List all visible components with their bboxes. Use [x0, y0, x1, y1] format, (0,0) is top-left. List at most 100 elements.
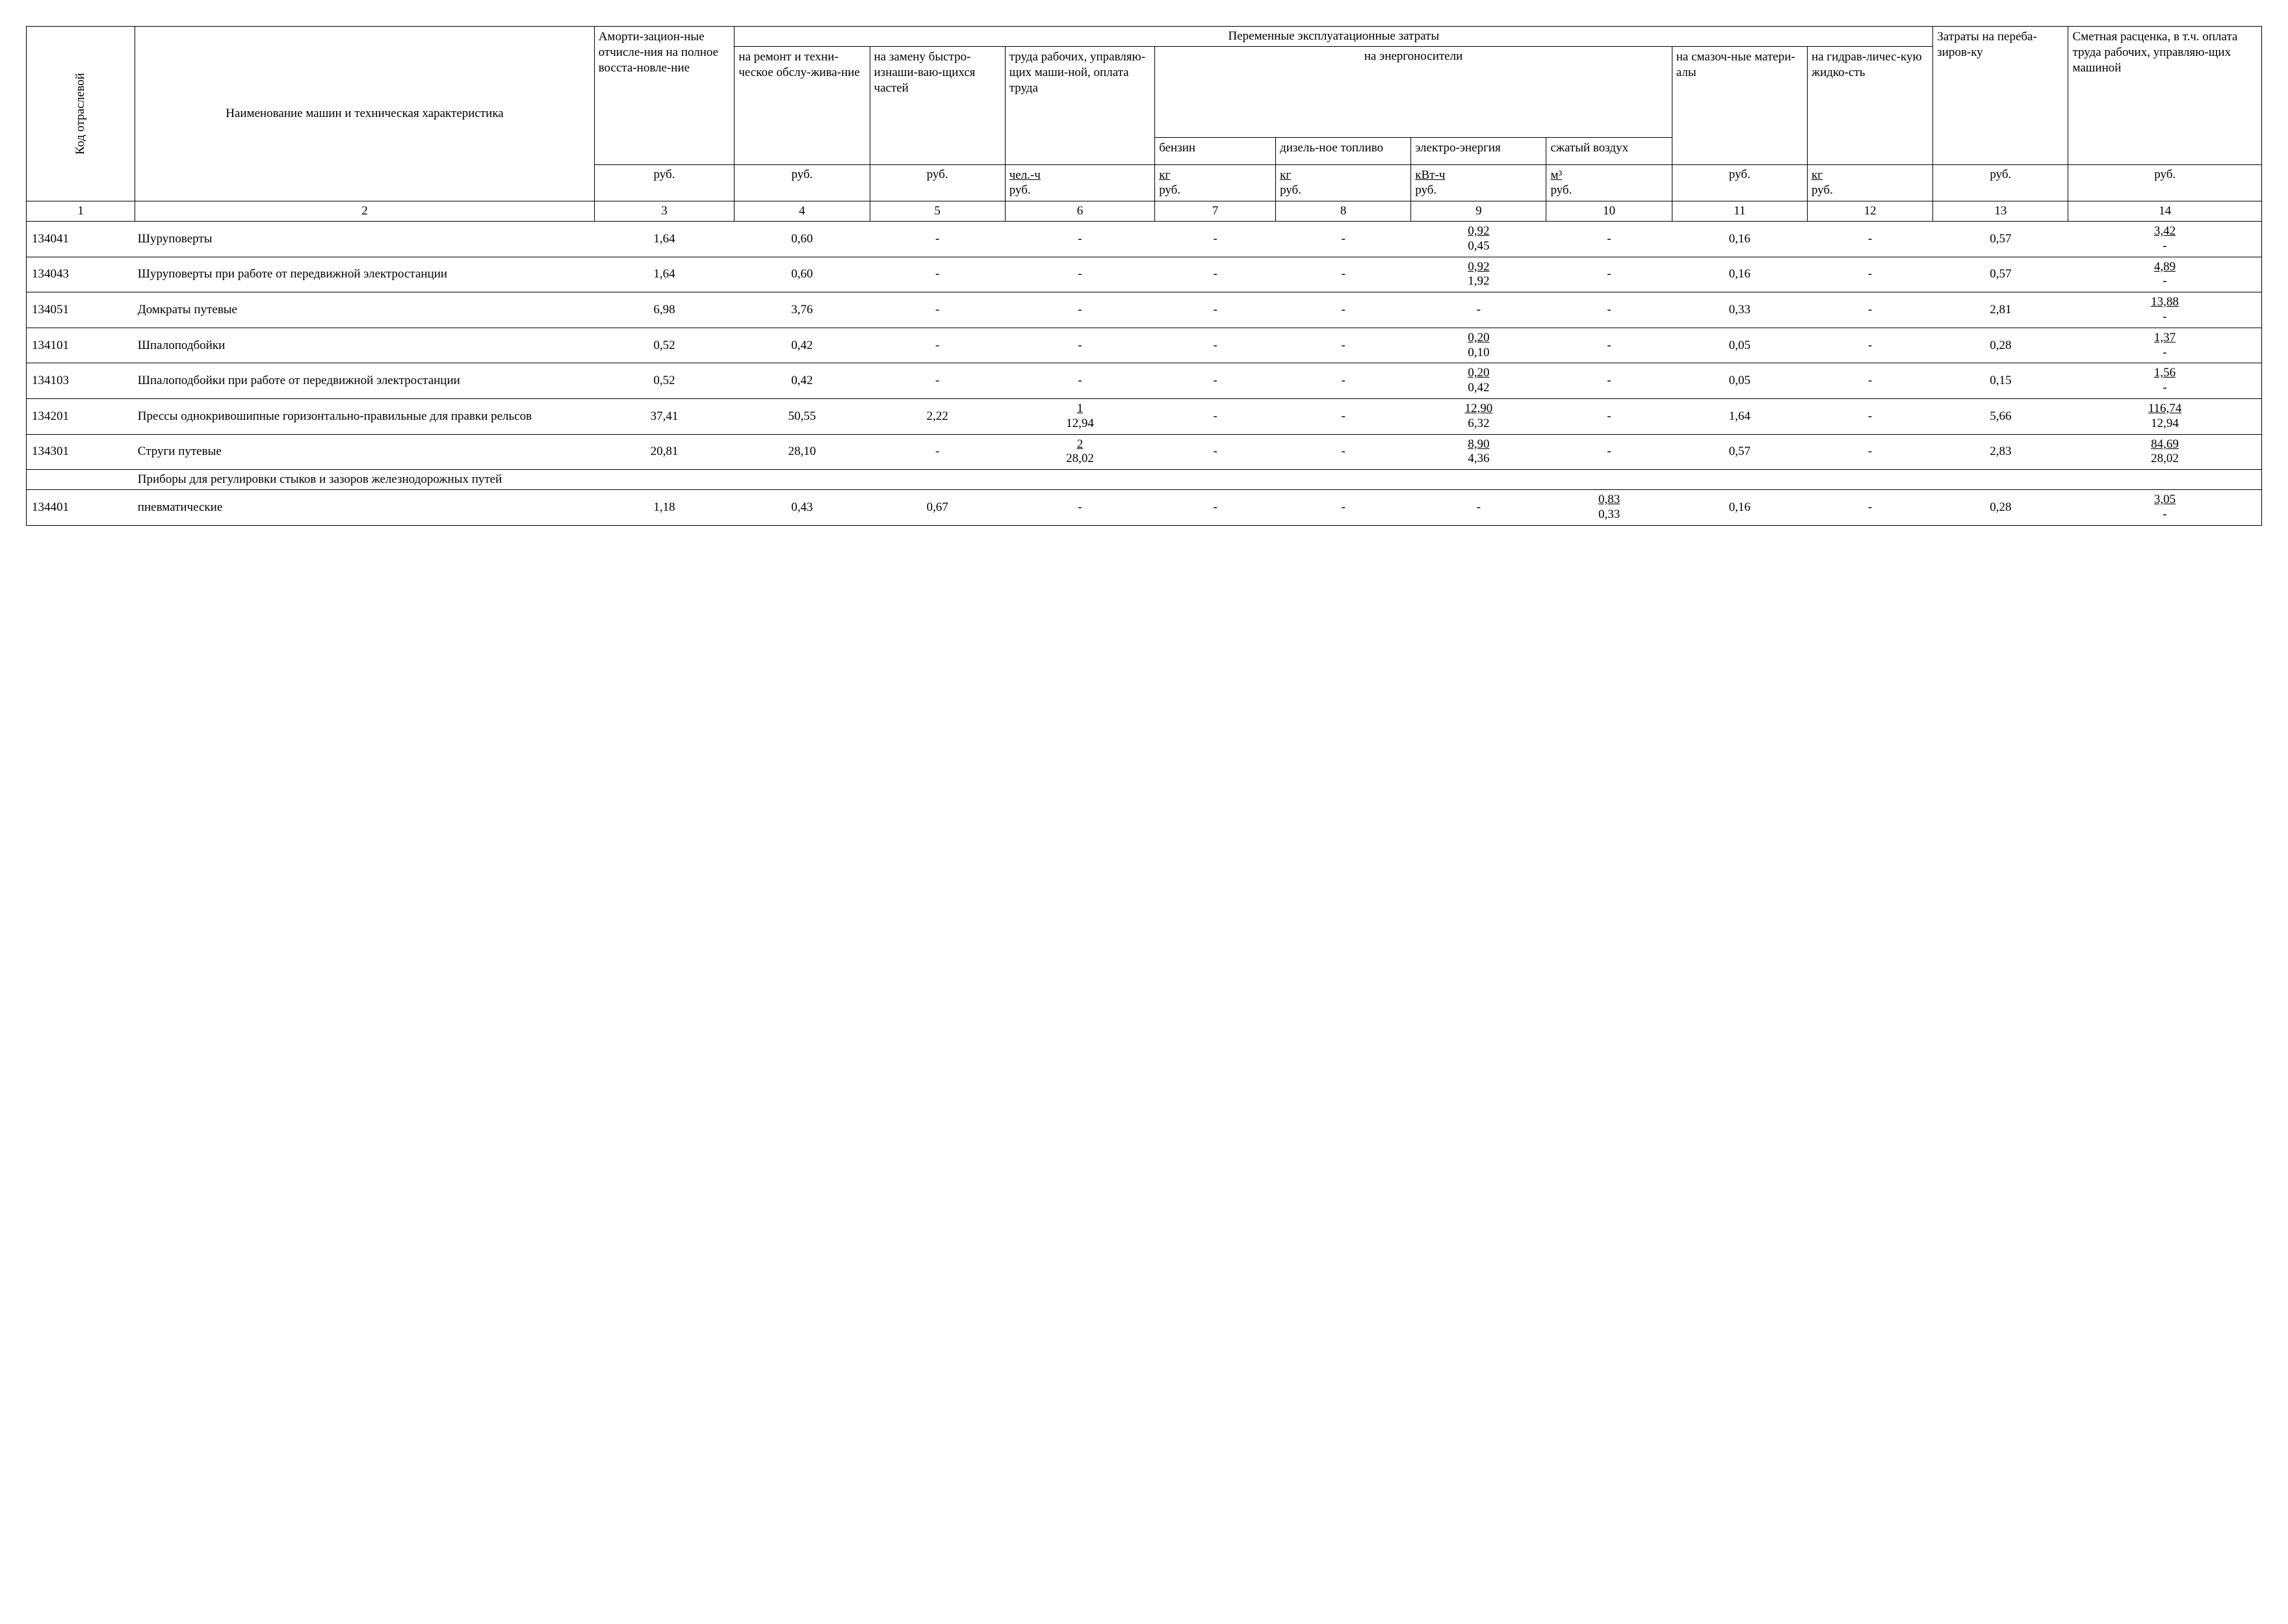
- cell: 0,57: [1933, 257, 2068, 292]
- row-code: 134201: [27, 398, 135, 434]
- cell: 50,55: [734, 398, 870, 434]
- cell: -: [1546, 398, 1672, 434]
- table-row: 134201Прессы однокривошипные горизонталь…: [27, 398, 2262, 434]
- cell: 0,67: [870, 490, 1005, 526]
- hdr-col1: Код отраслевой: [27, 27, 135, 201]
- table-row: 134051Домкраты путевые6,983,76------0,33…: [27, 292, 2262, 328]
- cell: -: [1276, 292, 1411, 328]
- colnum: 10: [1546, 201, 1672, 222]
- hdr-unit-3: руб.: [594, 164, 734, 201]
- row-name: Шуруповерты: [135, 222, 594, 257]
- cell: 5,66: [1933, 398, 2068, 434]
- hdr-unit-6-bot: руб.: [1009, 183, 1031, 197]
- colnum: 13: [1933, 201, 2068, 222]
- column-numbers-row: 1 2 3 4 5 6 7 8 9 10 11 12 13 14: [27, 201, 2262, 222]
- row-name: Шпалоподбойки: [135, 328, 594, 363]
- cell: -: [1807, 434, 1932, 470]
- row-name: Струги путевые: [135, 434, 594, 470]
- cell: -: [1807, 292, 1932, 328]
- hdr-col4: на ремонт и техни-ческое обслу-жива-ние: [734, 47, 870, 165]
- hdr-col13: Затраты на переба-зиров-ку: [1933, 27, 2068, 165]
- hdr-col10: сжатый воздух: [1546, 138, 1672, 164]
- row-code: 134043: [27, 257, 135, 292]
- table-row: 134103Шпалоподбойки при работе от передв…: [27, 363, 2262, 399]
- cell: -: [870, 257, 1005, 292]
- cell: -: [870, 292, 1005, 328]
- cell: 1,37-: [2068, 328, 2262, 363]
- section-row: Приборы для регулировки стыков и зазоров…: [27, 470, 2262, 490]
- cell: 0,28: [1933, 490, 2068, 526]
- cell: -: [1276, 328, 1411, 363]
- hdr-col6: труда рабочих, управляю-щих маши-ной, оп…: [1005, 47, 1154, 165]
- cell: -: [1807, 363, 1932, 399]
- cell: 112,94: [1005, 398, 1154, 434]
- cell: 3,05-: [2068, 490, 2262, 526]
- cell: -: [1276, 398, 1411, 434]
- cell: -: [1546, 434, 1672, 470]
- hdr-group-variable: Переменные эксплуатационные затраты: [734, 27, 1933, 47]
- cell: -: [1155, 363, 1276, 399]
- cell: [27, 470, 135, 490]
- colnum: 14: [2068, 201, 2262, 222]
- cell: -: [1005, 292, 1154, 328]
- hdr-col3: Аморти-зацион-ные отчисле-ния на полное …: [594, 27, 734, 165]
- cell: -: [1276, 222, 1411, 257]
- colnum: 12: [1807, 201, 1932, 222]
- cell: 0,42: [734, 328, 870, 363]
- hdr-unit-10: м³ руб.: [1546, 164, 1672, 201]
- cost-table: Код отраслевой Наименование машин и техн…: [26, 26, 2262, 526]
- cell: -: [1546, 328, 1672, 363]
- cell: 0,57: [1672, 434, 1807, 470]
- cell: -: [1546, 222, 1672, 257]
- hdr-unit-13: руб.: [1933, 164, 2068, 201]
- cell: 0,16: [1672, 257, 1807, 292]
- cell: -: [1005, 490, 1154, 526]
- row-name: пневматические: [135, 490, 594, 526]
- hdr-unit-10-top: м³: [1550, 168, 1562, 182]
- cell: 0,60: [734, 222, 870, 257]
- cell: 1,64: [594, 222, 734, 257]
- hdr-unit-5: руб.: [870, 164, 1005, 201]
- cell: -: [1276, 434, 1411, 470]
- colnum: 5: [870, 201, 1005, 222]
- hdr-unit-10-bot: руб.: [1550, 183, 1572, 197]
- cell: -: [870, 434, 1005, 470]
- row-name: Шуруповерты при работе от передвижной эл…: [135, 257, 594, 292]
- cell: -: [1155, 490, 1276, 526]
- cell: 4,89-: [2068, 257, 2262, 292]
- cell: 228,02: [1005, 434, 1154, 470]
- table-row: 134041Шуруповерты1,640,60----0,920,45-0,…: [27, 222, 2262, 257]
- hdr-col14: Сметная расценка, в т.ч. оплата труда ра…: [2068, 27, 2262, 165]
- cell: 1,56-: [2068, 363, 2262, 399]
- hdr-unit-9-bot: руб.: [1415, 183, 1436, 197]
- cell: -: [1411, 292, 1546, 328]
- cell: -: [870, 363, 1005, 399]
- row-code: 134103: [27, 363, 135, 399]
- cell: 6,98: [594, 292, 734, 328]
- row-code: 134401: [27, 490, 135, 526]
- cell: -: [1005, 363, 1154, 399]
- cell: 84,6928,02: [2068, 434, 2262, 470]
- hdr-unit-8: кг руб.: [1276, 164, 1411, 201]
- hdr-unit-14: руб.: [2068, 164, 2262, 201]
- colnum: 2: [135, 201, 594, 222]
- cell: 13,88-: [2068, 292, 2262, 328]
- cell: 0,05: [1672, 363, 1807, 399]
- hdr-group-energy: на энергоносители: [1155, 47, 1672, 138]
- row-code: 134301: [27, 434, 135, 470]
- cell: 0,52: [594, 363, 734, 399]
- cell: 1,18: [594, 490, 734, 526]
- cell: 2,81: [1933, 292, 2068, 328]
- cell: -: [1155, 328, 1276, 363]
- cell: 0,42: [734, 363, 870, 399]
- cell: -: [1546, 292, 1672, 328]
- cell: 0,05: [1672, 328, 1807, 363]
- cell: -: [1276, 490, 1411, 526]
- colnum: 3: [594, 201, 734, 222]
- cell: 20,81: [594, 434, 734, 470]
- hdr-unit-6: чел.-ч руб.: [1005, 164, 1154, 201]
- table-row: 134301Струги путевые20,8128,10-228,02--8…: [27, 434, 2262, 470]
- cell: -: [1546, 257, 1672, 292]
- cell: -: [1155, 398, 1276, 434]
- hdr-col8: дизель-ное топливо: [1276, 138, 1411, 164]
